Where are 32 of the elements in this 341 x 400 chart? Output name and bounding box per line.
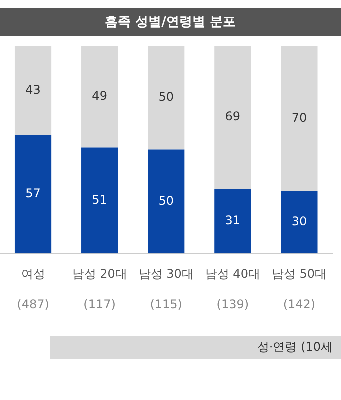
text: (117) (84, 298, 116, 312)
bar (214, 46, 252, 190)
bar (82, 148, 118, 254)
bar (214, 189, 252, 254)
bar (82, 46, 118, 148)
bar (281, 191, 318, 254)
text: 성·연령 (10세 (50, 336, 341, 359)
data-label: 30 (292, 214, 308, 229)
x-tick-label: 남성 40대 (205, 266, 260, 281)
bar (281, 46, 318, 192)
text: (142) (283, 298, 316, 312)
x-tick-label: 남성 20대 (72, 266, 128, 281)
bar (14, 135, 52, 254)
data-label: 49 (92, 88, 108, 103)
data-label: 43 (26, 82, 41, 97)
chart-title: 홈족 성별/연령별 분포 (0, 8, 341, 36)
data-label: 51 (92, 192, 108, 207)
text: (487) (17, 298, 50, 312)
bar (148, 46, 185, 150)
data-label: 69 (225, 110, 241, 124)
text: (139) (216, 298, 250, 312)
text: (115) (150, 298, 183, 312)
data-label: 70 (292, 110, 308, 125)
x-tick-label: 여성 (21, 266, 46, 281)
x-tick-label: 남성 30대 (138, 266, 194, 281)
data-label: 31 (225, 214, 241, 228)
bar (148, 150, 185, 254)
data-label: 50 (158, 90, 174, 104)
x-tick-label: 남성 50대 (272, 266, 328, 281)
bar (14, 46, 52, 136)
data-label: 50 (158, 194, 174, 208)
data-label: 57 (26, 186, 41, 201)
